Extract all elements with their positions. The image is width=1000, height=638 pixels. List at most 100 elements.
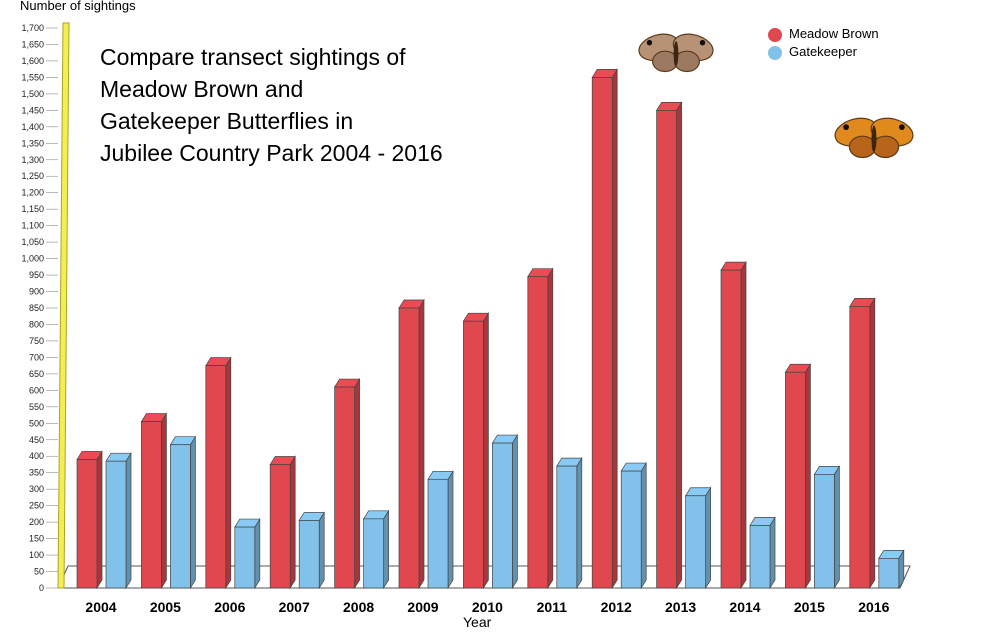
x-tick-label: 2016 [858,599,889,615]
y-tick-label: 450 [29,435,44,445]
bar-meadow-brown-2010 [463,320,484,589]
bar-side-meadow-brown [611,68,618,590]
y-tick-label: 500 [29,418,44,428]
y-tick-label: 1,050 [21,237,44,247]
bar-gatekeeper-2006 [234,526,256,589]
y-tick-label: 350 [29,468,44,478]
y-tick-label: 50 [34,567,44,577]
bar-side-gatekeeper [383,509,389,590]
y-tick-label: 1,600 [21,56,44,66]
y-tick-label: 400 [29,451,44,461]
legend-swatch-gatekeeper [768,46,782,60]
y-tick-label: 1,700 [21,23,44,33]
y-tick-label: 700 [29,352,44,362]
bar-side-gatekeeper [512,433,518,590]
bar-gatekeeper-2014 [749,525,771,589]
bar-side-meadow-brown [354,377,360,590]
chart-title-line-4: Jubilee Country Park 2004 - 2016 [100,140,443,166]
x-tick-label: 2009 [407,599,438,615]
bar-gatekeeper-2016 [878,558,900,589]
bar-side-meadow-brown [805,363,811,590]
bar-side-gatekeeper [576,456,583,590]
y-tick-label: 1,150 [21,204,44,214]
bar-side-meadow-brown [676,101,682,590]
meadow-brown-butterfly-icon [638,33,714,73]
y-tick-label: 600 [29,385,44,395]
y-tick-label: 0 [39,583,44,593]
y-tick-label: 900 [29,287,44,297]
legend-label-gatekeeper: Gatekeeper [789,44,857,59]
bar-side-gatekeeper [125,451,132,590]
y-tick-label: 1,250 [21,171,44,181]
bar-meadow-brown-2011 [527,276,549,589]
bar-gatekeeper-2013 [685,495,706,589]
chart-title-line-1: Compare transect sightings of [100,44,406,70]
bar-gatekeeper-2011 [556,465,578,589]
y-tick-label: 200 [29,517,44,527]
y-tick-label: 1,000 [21,254,44,264]
bar-side-meadow-brown [869,297,876,590]
y-tick-label: 250 [29,501,44,511]
bar-gatekeeper-2004 [105,460,127,589]
x-tick-label: 2006 [214,599,245,615]
bar-meadow-brown-2015 [785,371,806,589]
bar-side-gatekeeper [318,511,325,590]
x-tick-label: 2011 [537,599,568,615]
bar-side-meadow-brown [225,356,232,590]
bar-meadow-brown-2008 [334,386,355,589]
bar-side-gatekeeper [769,516,776,590]
legend-swatch-meadow-brown [768,28,782,42]
legend-label-meadow-brown: Meadow Brown [789,26,879,41]
y-tick-label: 950 [29,270,44,280]
y-tick-label: 800 [29,319,44,329]
y-tick-label: 750 [29,336,44,346]
bar-side-gatekeeper [254,517,261,590]
y-tick-label: 1,400 [21,122,44,132]
y-tick-label: 100 [29,550,44,560]
chart-title-line-3: Gatekeeper Butterflies in [100,108,354,134]
bar-meadow-brown-2005 [141,421,162,589]
x-tick-label: 2007 [279,599,310,615]
bar-side-meadow-brown [740,260,747,590]
bar-side-meadow-brown [418,298,425,590]
bar-meadow-brown-2012 [591,77,613,589]
bar-side-gatekeeper [447,470,454,590]
y-tick-label: 550 [29,402,44,412]
x-tick-label: 2008 [343,599,374,615]
bar-side-gatekeeper [190,435,196,590]
bar-gatekeeper-2012 [620,470,642,589]
x-tick-label: 2012 [601,599,632,615]
x-axis-label: Year [463,614,492,630]
bar-meadow-brown-2006 [205,365,227,589]
bar-side-gatekeeper [705,486,711,590]
y-axis [57,22,70,589]
y-tick-label: 850 [29,303,44,313]
y-tick-label: 1,300 [21,155,44,165]
y-tick-label: 650 [29,369,44,379]
y-tick-label: 1,100 [21,221,44,231]
bar-meadow-brown-2014 [720,269,742,589]
bar-meadow-brown-2007 [269,464,291,589]
bar-gatekeeper-2009 [427,478,449,589]
x-tick-label: 2010 [472,599,503,615]
bar-meadow-brown-2016 [849,306,871,589]
x-tick-label: 2005 [150,599,181,615]
bar-side-meadow-brown [483,311,489,590]
bar-side-meadow-brown [289,455,296,590]
x-tick-label: 2014 [729,599,760,615]
bar-side-gatekeeper [834,465,840,590]
bar-gatekeeper-2010 [492,442,513,589]
x-tick-label: 2004 [85,599,116,615]
y-axis-label: Number of sightings [20,0,136,13]
bar-meadow-brown-2013 [656,110,677,589]
bar-gatekeeper-2008 [363,518,384,589]
bar-side-meadow-brown [96,450,103,590]
bar-meadow-brown-2009 [398,307,420,589]
bar-gatekeeper-2015 [814,474,835,589]
bar-gatekeeper-2005 [170,444,191,589]
bar-side-gatekeeper [640,461,647,590]
bar-side-meadow-brown [547,267,554,590]
chart-title-line-2: Meadow Brown and [100,76,304,102]
y-tick-label: 1,550 [21,72,44,82]
